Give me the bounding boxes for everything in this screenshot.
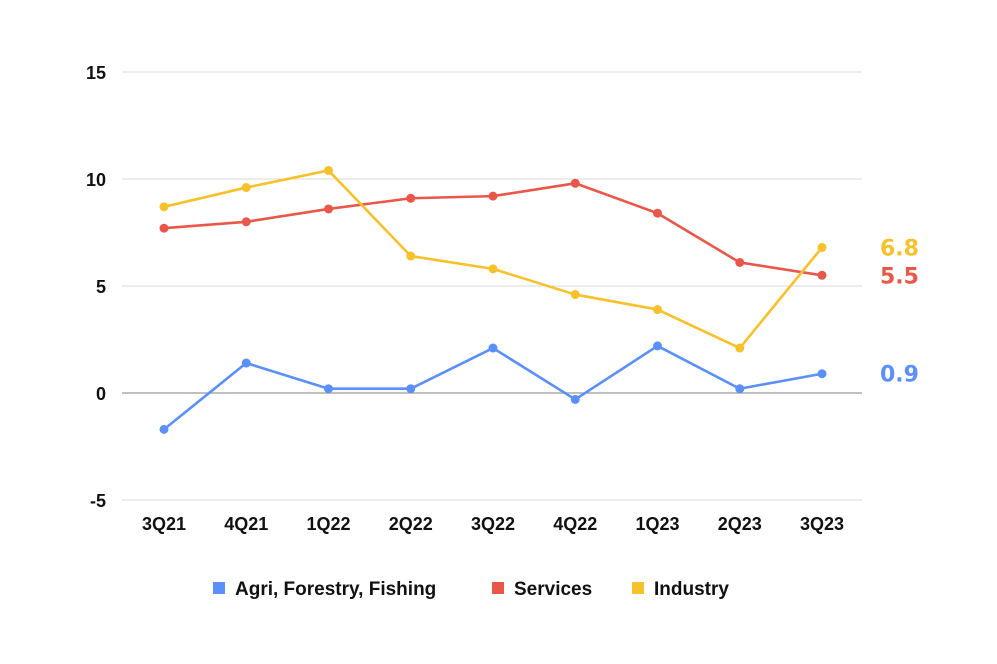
data-point [570, 178, 580, 188]
x-tick-label: 4Q21 [224, 514, 268, 534]
legend: Agri, Forestry, Fishing Services Industry [213, 579, 729, 600]
data-point [735, 343, 745, 353]
data-point [159, 424, 169, 434]
x-axis-ticks: 3Q21 4Q21 1Q22 2Q22 3Q22 4Q22 1Q23 2Q23 3Q23 [142, 514, 844, 534]
data-point [324, 165, 333, 175]
data-point [653, 208, 662, 218]
x-tick-label: 3Q23 [800, 514, 844, 534]
data-point [324, 204, 333, 214]
data-point [488, 264, 498, 274]
data-point [653, 341, 662, 351]
data-point [570, 290, 580, 300]
y-tick-label: -5 [90, 491, 106, 511]
data-point [653, 305, 662, 315]
end-value-label: 0.9 [880, 363, 919, 388]
data-point [324, 384, 333, 394]
y-tick-label: 5 [96, 277, 106, 297]
y-tick-label: 10 [86, 170, 106, 190]
data-point [488, 343, 498, 353]
x-tick-label: 2Q23 [718, 514, 762, 534]
series-layer [159, 165, 827, 434]
legend-swatch [492, 582, 504, 594]
data-point [817, 242, 827, 252]
series-line [162, 344, 824, 431]
data-point [406, 251, 416, 261]
legend-swatch [213, 582, 225, 594]
data-point [817, 369, 827, 379]
y-axis-ticks: 15 10 5 0 -5 [86, 63, 106, 511]
data-point [735, 257, 745, 267]
data-point [406, 193, 416, 203]
data-point [570, 394, 580, 404]
end-value-label: 6.8 [880, 236, 919, 261]
x-tick-label: 4Q22 [553, 514, 597, 534]
legend-label: Services [514, 579, 592, 600]
end-value-label: 5.5 [880, 264, 919, 289]
data-point [241, 358, 251, 368]
y-tick-label: 0 [96, 384, 106, 404]
data-point [241, 217, 251, 227]
x-tick-label: 2Q22 [389, 514, 433, 534]
x-tick-label: 1Q22 [306, 514, 350, 534]
data-point [488, 191, 498, 201]
end-labels: 0.9 5.5 6.8 [880, 236, 919, 387]
data-point [241, 183, 251, 193]
x-tick-label: 3Q21 [142, 514, 186, 534]
data-point [406, 384, 416, 394]
grid-layer [122, 71, 862, 501]
x-tick-label: 3Q22 [471, 514, 515, 534]
data-point [735, 384, 745, 394]
legend-swatch [632, 582, 644, 594]
data-point [817, 270, 827, 280]
data-point [159, 202, 169, 212]
legend-label: Industry [654, 579, 729, 600]
data-point [159, 223, 169, 233]
x-tick-label: 1Q23 [635, 514, 679, 534]
y-tick-label: 15 [86, 63, 106, 83]
legend-label: Agri, Forestry, Fishing [235, 579, 436, 600]
